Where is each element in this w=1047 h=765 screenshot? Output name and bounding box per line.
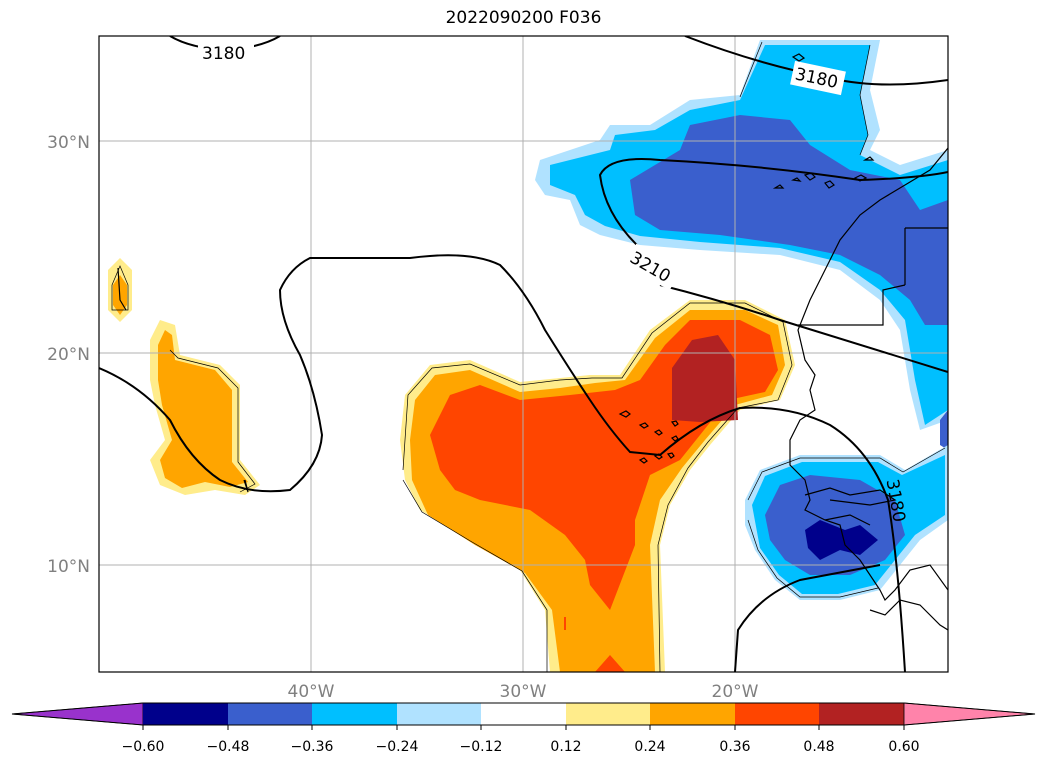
lon-label: 40°W: [288, 682, 335, 702]
colorbar: −0.60 −0.48 −0.36 −0.24 −0.12 0.12 0.24 0.36 0.4…: [11, 702, 1036, 755]
coastlines: [117, 53, 948, 631]
contour-label: 3180: [202, 44, 245, 64]
anomaly-outline-contours: [111, 41, 946, 672]
colorbar-swatch: [566, 703, 650, 725]
lon-label: 20°W: [712, 682, 759, 702]
colorbar-tick-label: 0.36: [719, 739, 750, 755]
colorbar-swatch: [481, 703, 566, 725]
minor-red-marks: [564, 435, 652, 630]
lon-label: 30°W: [500, 682, 547, 702]
contour-labels: 3180 3180 3210 3180: [198, 42, 909, 524]
colorbar-extend-high: [903, 702, 1036, 726]
colorbar-tick-label: 0.24: [634, 739, 665, 755]
colorbar-swatch: [735, 703, 819, 725]
colorbar-tick-label: −0.12: [460, 739, 503, 755]
longitude-labels: 40°W 30°W 20°W: [288, 682, 759, 702]
colorbar-tick-label: 0.60: [888, 739, 919, 755]
colorbar-tick-label: −0.36: [291, 739, 334, 755]
map-title: 2022090200 F036: [445, 8, 602, 28]
negative-anomaly-south: [745, 445, 948, 600]
geopotential-height-contours: [99, 36, 948, 672]
colorbar-swatch: [650, 703, 735, 725]
colorbar-swatch: [228, 703, 312, 725]
colorbar-swatch: [819, 703, 904, 725]
negative-anomaly-north: [535, 40, 948, 450]
colorbar-swatch: [397, 703, 481, 725]
latitude-labels: 30°N 20°N 10°N: [47, 133, 90, 577]
colorbar-swatch: [312, 703, 397, 725]
lat-label: 20°N: [47, 345, 90, 365]
lat-label: 30°N: [47, 133, 90, 153]
map-plot-area: [99, 36, 948, 672]
positive-anomaly-central: [400, 300, 795, 672]
colorbar-swatch: [143, 703, 228, 725]
colorbar-tick-label: 0.12: [550, 739, 581, 755]
graticule: [99, 36, 948, 672]
colorbar-tick-label: −0.48: [207, 739, 250, 755]
colorbar-tick-label: 0.48: [803, 739, 834, 755]
positive-anomaly-west: [108, 258, 260, 495]
colorbar-tick-label: −0.24: [376, 739, 419, 755]
colorbar-tick-label: −0.60: [122, 739, 165, 755]
map-frame: [98, 35, 949, 673]
lat-label: 10°N: [47, 557, 90, 577]
colorbar-extend-low: [11, 702, 144, 726]
